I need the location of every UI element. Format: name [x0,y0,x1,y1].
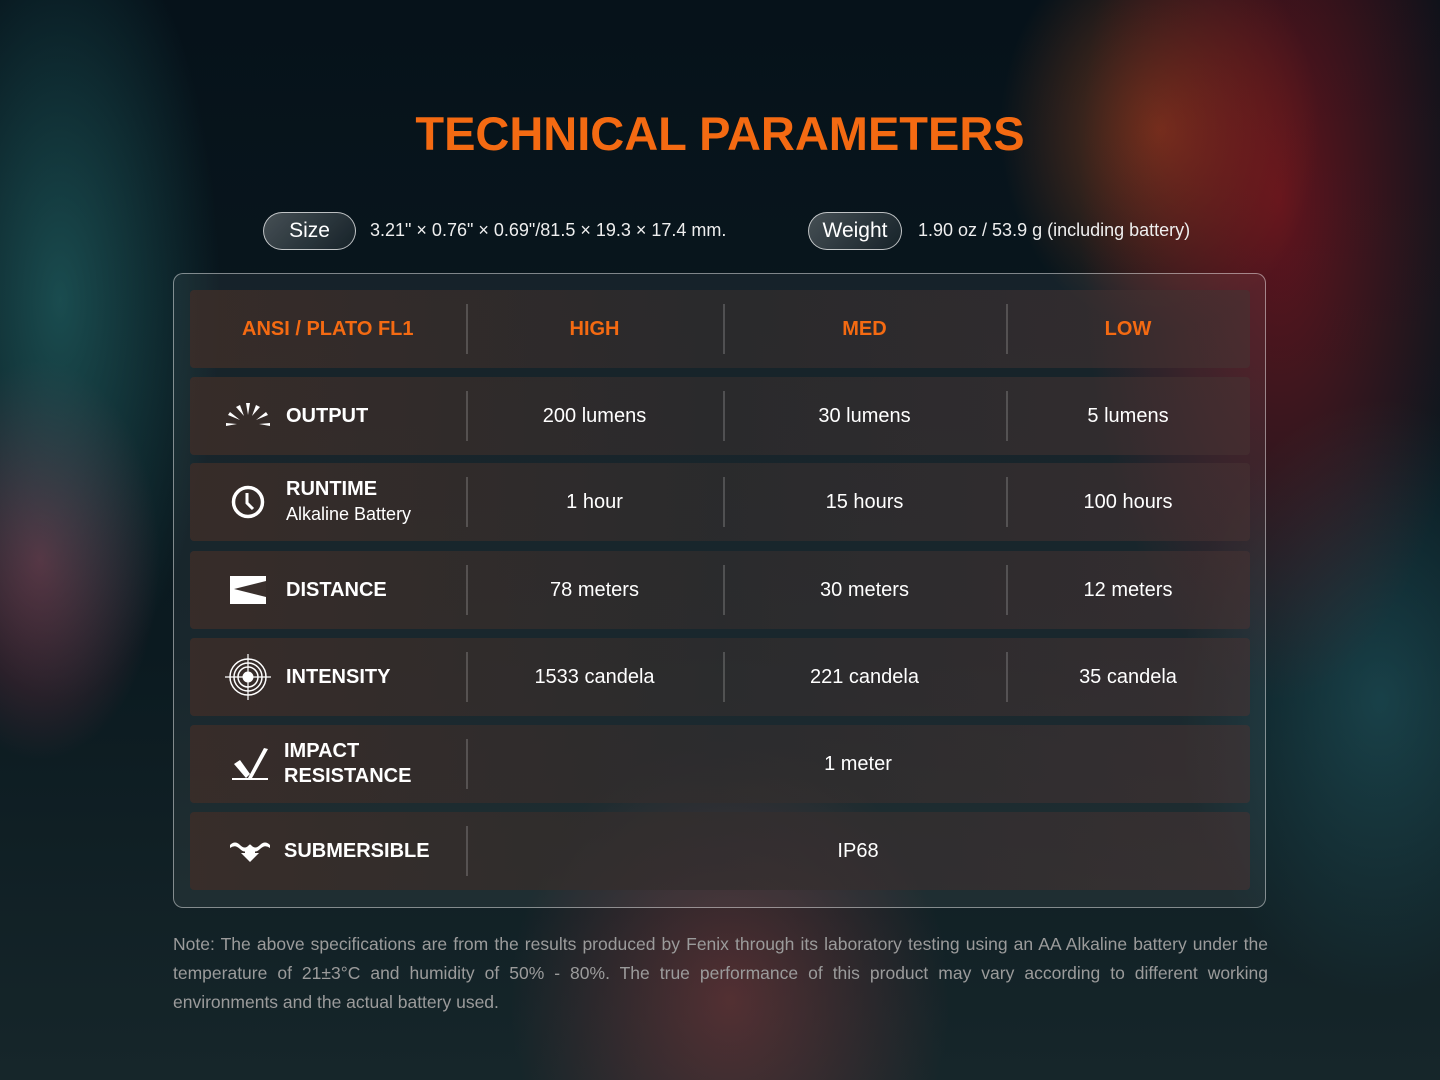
distance-beam-icon [224,570,272,610]
intensity-low: 35 candela [1006,638,1250,716]
row-label-submersible: SUBMERSIBLE [284,839,430,862]
runtime-med: 15 hours [723,463,1006,541]
intensity-med: 221 candela [723,638,1006,716]
row-label-resistance: RESISTANCE [284,765,412,787]
runtime-low: 100 hours [1006,463,1250,541]
submersible-icon [226,831,274,871]
output-low: 5 lumens [1006,377,1250,455]
header-med: MED [723,290,1006,368]
table-row: RUNTIME Alkaline Battery 1 hour 15 hours … [190,463,1250,541]
intensity-high: 1533 candela [466,638,723,716]
output-high: 200 lumens [466,377,723,455]
submersible-value: IP68 [466,812,1250,890]
row-sublabel-runtime: Alkaline Battery [286,504,412,524]
row-label-intensity: INTENSITY [286,665,391,688]
impact-value: 1 meter [466,725,1250,803]
target-icon [224,654,272,700]
footnote: Note: The above specifications are from … [173,934,1268,1012]
table-row: SUBMERSIBLE IP68 [190,812,1250,890]
size-badge: Size [263,212,356,250]
table-row: IMPACT RESISTANCE 1 meter [190,725,1250,803]
table-row: OUTPUT 200 lumens 30 lumens 5 lumens [190,377,1250,455]
sun-rays-icon [224,396,272,436]
header-standard: ANSI / PLATO FL1 [242,317,414,340]
table-row: INTENSITY 1533 candela 221 candela 35 ca… [190,638,1250,716]
distance-high: 78 meters [466,551,723,629]
weight-value: 1.90 oz / 53.9 g (including battery) [918,220,1191,240]
row-label-output: OUTPUT [286,404,369,427]
table-header-row: ANSI / PLATO FL1 HIGH MED LOW [190,290,1250,368]
row-label-runtime: RUNTIME [286,478,378,500]
header-low: LOW [1006,290,1250,368]
header-high: HIGH [466,290,723,368]
page-title: TECHNICAL PARAMETERS [415,107,1025,160]
distance-med: 30 meters [723,551,1006,629]
runtime-high: 1 hour [466,463,723,541]
table-row: DISTANCE 78 meters 30 meters 12 meters [190,551,1250,629]
row-label-distance: DISTANCE [286,578,387,601]
clock-icon [224,482,272,522]
row-label-impact: IMPACT [284,740,360,762]
weight-badge: Weight [808,212,902,250]
size-value: 3.21" × 0.76" × 0.69"/81.5 × 19.3 × 17.4… [370,220,727,240]
distance-low: 12 meters [1006,551,1250,629]
output-med: 30 lumens [723,377,1006,455]
impact-icon [226,744,274,784]
